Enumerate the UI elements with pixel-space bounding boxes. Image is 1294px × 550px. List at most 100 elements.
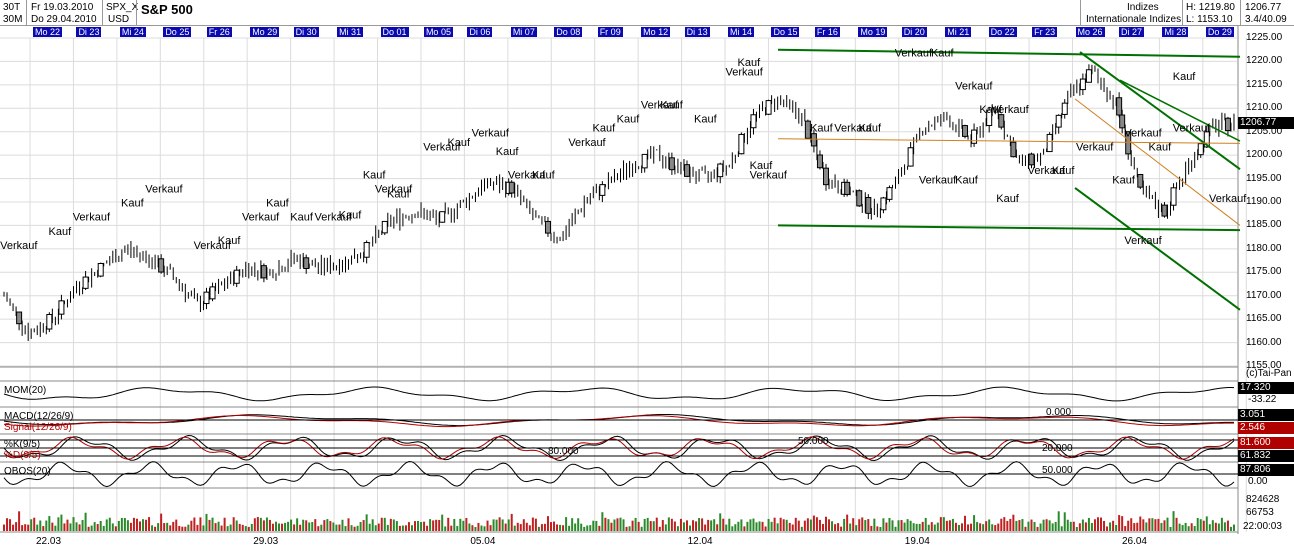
volume-bar xyxy=(184,526,187,531)
volume-bar xyxy=(193,517,196,531)
volume-bar xyxy=(1072,521,1075,531)
volume-bar xyxy=(217,521,220,531)
date-chip[interactable]: Fr 09 xyxy=(597,27,623,37)
date-chip[interactable]: Di 27 xyxy=(1118,27,1144,37)
volume-bar xyxy=(840,526,843,531)
volume-bar xyxy=(556,524,559,531)
sell-signal-label: Verkauf xyxy=(1124,127,1162,139)
volume-bar xyxy=(894,526,897,531)
date-chip[interactable]: Di 20 xyxy=(901,27,927,37)
volume-bar xyxy=(1060,526,1063,531)
interval-2[interactable]: 30M xyxy=(3,14,23,25)
date-chip[interactable]: Mo 22 xyxy=(33,27,63,37)
volume-bar xyxy=(1136,522,1139,531)
volume-bar xyxy=(214,523,217,531)
volume-bar xyxy=(1000,518,1003,531)
sell-signal-label: Verkauf xyxy=(314,212,352,224)
volume-bar xyxy=(1090,523,1093,531)
date-chip[interactable]: Mi 31 xyxy=(337,27,364,37)
volume-bar xyxy=(157,523,160,531)
date-chip[interactable]: Mi 21 xyxy=(945,27,972,37)
volume-bar xyxy=(389,518,392,531)
volume-bar xyxy=(1118,515,1121,531)
volume-bar xyxy=(410,525,413,531)
copyright: (c)Tai-Pan xyxy=(1246,368,1292,379)
volume-bar xyxy=(190,520,193,531)
volume-bar xyxy=(1084,522,1087,531)
volume-bar xyxy=(450,525,453,531)
date-chip[interactable]: Mo 05 xyxy=(423,27,453,37)
buy-signal-label: Kauf xyxy=(979,104,1003,116)
volume-bar xyxy=(60,514,63,531)
date-chip[interactable]: Mo 19 xyxy=(858,27,888,37)
volume-bar xyxy=(559,524,562,531)
candle-body xyxy=(209,286,216,300)
sell-signal-label: Verkauf xyxy=(508,170,546,182)
volume-bar xyxy=(873,518,876,531)
date-chip[interactable]: Fr 16 xyxy=(814,27,840,37)
volume-bar xyxy=(1127,520,1130,531)
volume-bar xyxy=(951,518,954,531)
volume-bar xyxy=(299,524,302,531)
volume-bar xyxy=(704,524,707,531)
volume-bar xyxy=(296,518,299,531)
volume-bar xyxy=(1093,519,1096,531)
date-chip[interactable]: Mi 28 xyxy=(1162,27,1189,37)
price-tick: 1185.00 xyxy=(1246,219,1282,231)
date-chip[interactable]: Mi 07 xyxy=(510,27,537,37)
volume-bar xyxy=(232,517,235,531)
volume-bar xyxy=(565,517,568,531)
date-chip[interactable]: Do 25 xyxy=(163,27,192,37)
volume-bar xyxy=(776,523,779,531)
date-chip[interactable]: Mo 12 xyxy=(641,27,671,37)
volume-bar xyxy=(1226,520,1229,531)
date-chip[interactable]: Do 15 xyxy=(771,27,800,37)
date-chip[interactable]: Di 06 xyxy=(467,27,493,37)
volume-bar xyxy=(794,517,797,531)
volume-bar xyxy=(861,517,864,531)
date-chip[interactable]: Mo 26 xyxy=(1075,27,1105,37)
volume-bar xyxy=(111,523,114,531)
sell-signal-label: Verkauf xyxy=(919,174,957,186)
candle-body xyxy=(816,154,823,169)
sell-signal-label: Verkauf xyxy=(1209,193,1247,205)
buy-signal-label: Kauf xyxy=(858,123,882,135)
volume-bar xyxy=(247,526,250,531)
candle-body xyxy=(233,269,240,284)
date-chip[interactable]: Fr 26 xyxy=(206,27,232,37)
date-chip[interactable]: Do 29 xyxy=(1205,27,1234,37)
volume-bar xyxy=(229,524,232,531)
interval-1[interactable]: 30T xyxy=(3,2,21,13)
volume-bar xyxy=(598,525,601,531)
indicator-lines xyxy=(0,386,1238,488)
candle-body xyxy=(1116,97,1123,116)
volume-bar xyxy=(1024,526,1027,531)
volume-bar xyxy=(1057,511,1060,531)
volume-bar xyxy=(1193,526,1196,531)
date-chip[interactable]: Di 30 xyxy=(293,27,319,37)
date-chip[interactable]: Do 22 xyxy=(988,27,1017,37)
volume-time: 22:00:03 xyxy=(1243,521,1282,532)
volume-bar xyxy=(308,522,311,531)
volume-bar xyxy=(145,519,148,531)
date-chip[interactable]: Fr 23 xyxy=(1032,27,1058,37)
volume-bar xyxy=(782,519,785,531)
volume-bar xyxy=(426,525,429,531)
date-chip[interactable]: Mi 24 xyxy=(119,27,146,37)
date-chip[interactable]: Do 08 xyxy=(554,27,583,37)
obos-line xyxy=(3,460,1235,488)
volume-bar xyxy=(1081,519,1084,531)
date-chip[interactable]: Mo 29 xyxy=(250,27,280,37)
volume-bar xyxy=(903,522,906,531)
volume-bar xyxy=(1109,522,1112,531)
volume-bar xyxy=(616,518,619,531)
mom-line xyxy=(3,386,1235,402)
date-chip[interactable]: Do 01 xyxy=(380,27,409,37)
date-chip[interactable]: Mi 14 xyxy=(728,27,755,37)
date-chip[interactable]: Di 13 xyxy=(684,27,710,37)
volume-bar xyxy=(341,519,344,531)
volume-bar xyxy=(628,526,631,531)
date-chip[interactable]: Di 23 xyxy=(76,27,102,37)
volume-bar xyxy=(516,522,519,531)
